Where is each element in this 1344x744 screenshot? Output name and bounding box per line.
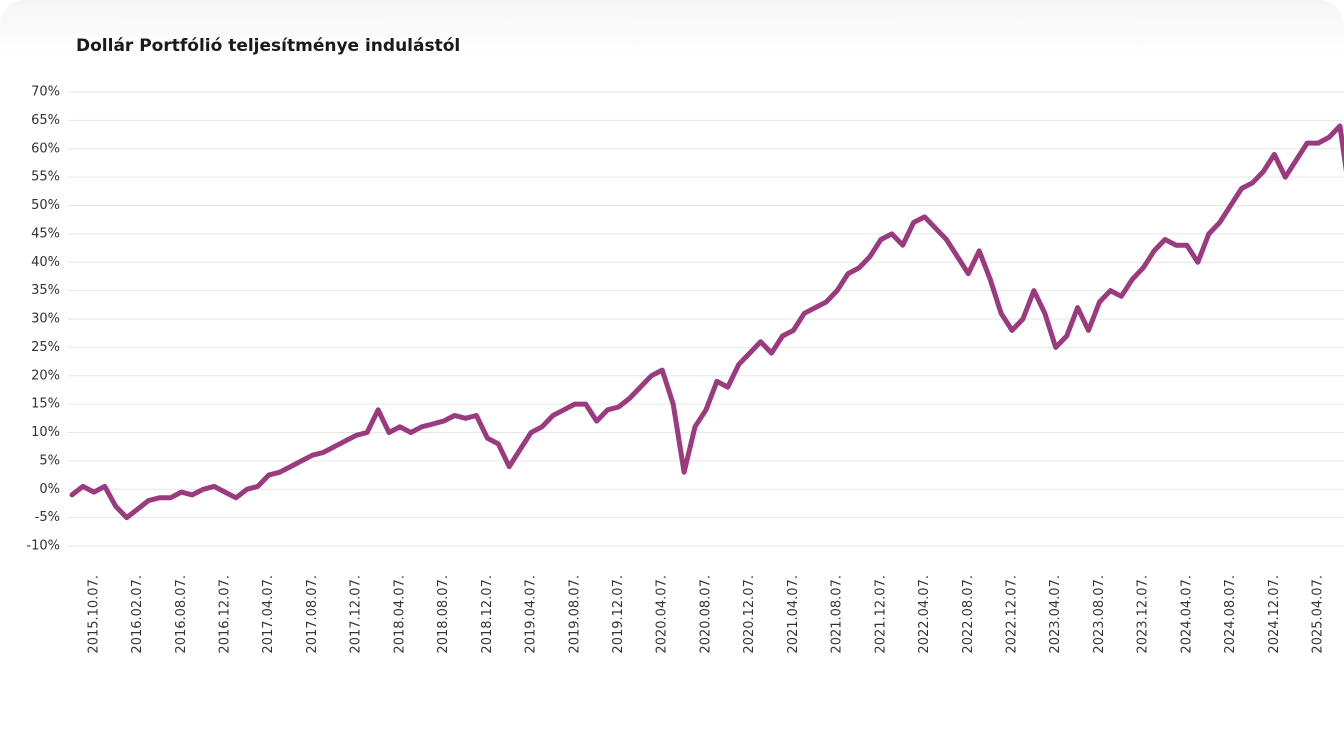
y-tick-label: 5% [39,453,60,468]
x-tick-label: 2016.02.07. [130,575,145,654]
y-tick-label: 25% [31,340,60,355]
y-tick-label: 45% [31,226,60,241]
x-tick-label: 2018.12.07. [480,575,495,654]
x-tick-label: 2024.08.07. [1223,575,1238,654]
y-tick-label: 55% [31,170,60,185]
x-tick-label: 2021.08.07. [830,575,845,654]
x-tick-label: 2019.08.07. [567,575,582,654]
x-tick-label: 2024.12.07. [1267,575,1282,654]
x-tick-label: 2021.12.07. [873,575,888,654]
y-tick-label: 0% [39,482,60,497]
x-tick-label: 2017.04.07. [261,575,276,654]
y-tick-label: 35% [31,283,60,298]
y-tick-label: 65% [31,113,60,128]
y-tick-label: 40% [31,255,60,270]
y-tick-label: 20% [31,368,60,383]
y-tick-label: 60% [31,141,60,156]
y-tick-label: -10% [26,539,60,554]
y-tick-label: -5% [35,510,60,525]
x-tick-label: 2017.12.07. [349,575,364,654]
x-tick-label: 2017.08.07. [305,575,320,654]
x-tick-label: 2024.04.07. [1179,575,1194,654]
x-tick-label: 2022.08.07. [961,575,976,654]
x-tick-label: 2019.12.07. [611,575,626,654]
x-tick-label: 2021.04.07. [786,575,801,654]
x-tick-label: 2015.10.07. [86,575,101,654]
y-tick-label: 70% [31,85,60,100]
x-tick-label: 2023.08.07. [1092,575,1107,654]
x-tick-label: 2016.12.07. [218,575,233,654]
y-tick-label: 15% [31,397,60,412]
x-tick-label: 2018.08.07. [436,575,451,654]
chart-title: Dollár Portfólió teljesítménye indulástó… [76,36,460,56]
y-tick-label: 50% [31,198,60,213]
x-tick-label: 2023.04.07. [1048,575,1063,654]
x-tick-label: 2019.04.07. [524,575,539,654]
x-tick-label: 2023.12.07. [1136,575,1151,654]
x-tick-label: 2022.04.07. [917,575,932,654]
x-tick-label: 2018.04.07. [392,575,407,654]
y-tick-label: 10% [31,425,60,440]
x-tick-label: 2025.04.07. [1311,575,1326,654]
x-tick-label: 2016.08.07. [174,575,189,654]
x-tick-label: 2020.08.07. [698,575,713,654]
x-tick-label: 2020.12.07. [742,575,757,654]
y-tick-label: 30% [31,312,60,327]
x-tick-label: 2022.12.07. [1005,575,1020,654]
line-series [69,123,1344,521]
x-tick-label: 2020.04.07. [655,575,670,654]
